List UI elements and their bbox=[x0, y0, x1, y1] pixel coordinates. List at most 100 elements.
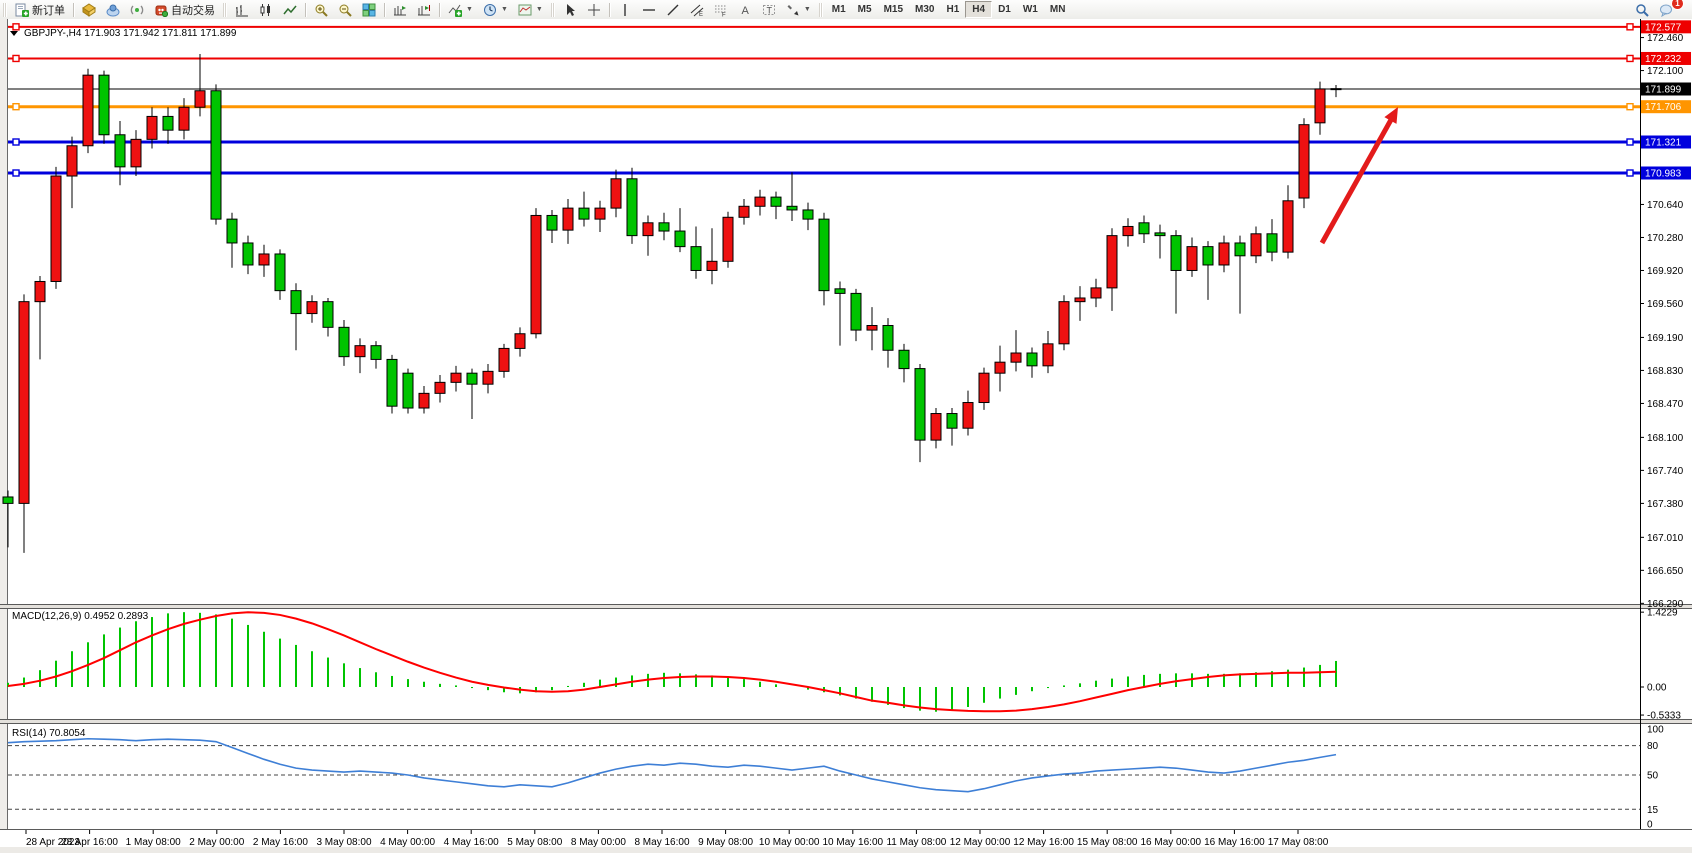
candle-21[interactable] bbox=[338, 319, 350, 366]
candle-58[interactable] bbox=[930, 408, 942, 449]
candle-61[interactable] bbox=[978, 367, 990, 410]
candle-72[interactable] bbox=[1154, 224, 1166, 259]
indicators-dropdown[interactable]: ▼ bbox=[443, 1, 478, 18]
candle-13[interactable] bbox=[210, 84, 222, 225]
candle-9[interactable] bbox=[146, 107, 158, 149]
vline-tool-button[interactable] bbox=[613, 1, 637, 18]
candle-71[interactable] bbox=[1138, 215, 1150, 243]
candle-51[interactable] bbox=[818, 212, 830, 306]
timeframe-button-h1[interactable]: H1 bbox=[946, 4, 960, 15]
candle-63[interactable] bbox=[1010, 330, 1022, 372]
line-chart-button[interactable] bbox=[278, 1, 302, 18]
hline-handle-left-172.577[interactable] bbox=[12, 23, 20, 31]
cursor-tool-button[interactable] bbox=[558, 1, 582, 18]
zoom-out-button[interactable] bbox=[333, 1, 357, 18]
candle-57[interactable] bbox=[914, 364, 926, 463]
candle-4[interactable] bbox=[66, 136, 78, 209]
chart-shift-button[interactable] bbox=[412, 1, 436, 18]
timeframe-button-h4[interactable]: H4 bbox=[965, 1, 993, 18]
candle-29[interactable] bbox=[466, 368, 478, 420]
candle-80[interactable] bbox=[1282, 185, 1294, 259]
autoscroll-button[interactable] bbox=[388, 1, 412, 18]
candle-5[interactable] bbox=[82, 68, 94, 154]
candle-78[interactable] bbox=[1250, 226, 1262, 264]
candle-31[interactable] bbox=[498, 343, 510, 378]
candle-27[interactable] bbox=[434, 375, 446, 403]
candle-19[interactable] bbox=[306, 295, 318, 323]
candle-48[interactable] bbox=[770, 191, 782, 220]
candle-81[interactable] bbox=[1298, 118, 1310, 209]
hline-handle-left-171.706[interactable] bbox=[12, 102, 20, 111]
candle-35[interactable] bbox=[562, 198, 574, 244]
candle-69[interactable] bbox=[1106, 228, 1118, 311]
candle-76[interactable] bbox=[1218, 235, 1230, 273]
timeframe-button-mn[interactable]: MN bbox=[1049, 4, 1066, 15]
candle-55[interactable] bbox=[882, 318, 894, 368]
price-macd-splitter[interactable] bbox=[0, 605, 1692, 608]
timeframe-button-m5[interactable]: M5 bbox=[857, 4, 872, 15]
candle-52[interactable] bbox=[834, 281, 846, 346]
candle-10[interactable] bbox=[162, 107, 174, 144]
candle-0[interactable] bbox=[2, 490, 14, 548]
candle-18[interactable] bbox=[290, 283, 302, 351]
text-tool-button[interactable]: A bbox=[733, 1, 757, 18]
hline-handle-right-172.232[interactable] bbox=[1626, 54, 1634, 63]
channel-tool-button[interactable]: E bbox=[685, 1, 709, 18]
candle-33[interactable] bbox=[530, 208, 542, 339]
candle-8[interactable] bbox=[130, 130, 142, 177]
candle-83[interactable] bbox=[1330, 85, 1342, 98]
autotrading-button[interactable]: 自动交易 bbox=[149, 1, 220, 18]
macd-rsi-splitter[interactable] bbox=[0, 720, 1692, 723]
candle-67[interactable] bbox=[1074, 286, 1086, 321]
candle-75[interactable] bbox=[1202, 241, 1214, 300]
chat-button[interactable]: 1 bbox=[1654, 0, 1684, 18]
candle-42[interactable] bbox=[674, 208, 686, 253]
hline-handle-right-171.706[interactable] bbox=[1626, 102, 1634, 111]
timeframe-button-m15[interactable]: M15 bbox=[883, 4, 904, 15]
candle-30[interactable] bbox=[482, 364, 494, 394]
candle-68[interactable] bbox=[1090, 278, 1102, 308]
candle-26[interactable] bbox=[418, 386, 430, 414]
tile-windows-button[interactable] bbox=[357, 1, 381, 18]
candle-24[interactable] bbox=[386, 354, 398, 414]
label-tool-button[interactable]: T bbox=[757, 1, 781, 18]
trendline-tool-button[interactable] bbox=[661, 1, 685, 18]
chart-area[interactable]: 172.460 172.100 170.640 170.280 169.920 169.5… bbox=[0, 19, 1692, 853]
candle-32[interactable] bbox=[514, 327, 526, 357]
candle-49[interactable] bbox=[786, 172, 798, 221]
signals-button[interactable] bbox=[125, 1, 149, 18]
candle-70[interactable] bbox=[1122, 218, 1134, 247]
periods-dropdown[interactable]: ▼ bbox=[478, 1, 513, 18]
candle-2[interactable] bbox=[34, 275, 46, 360]
candle-54[interactable] bbox=[866, 307, 878, 351]
candles-chart-button[interactable] bbox=[254, 1, 278, 18]
crosshair-tool-button[interactable] bbox=[582, 1, 606, 18]
candle-22[interactable] bbox=[354, 338, 366, 374]
candle-53[interactable] bbox=[850, 288, 862, 342]
candle-12[interactable] bbox=[194, 54, 206, 117]
hline-handle-right-170.983[interactable] bbox=[1626, 169, 1634, 177]
candle-38[interactable] bbox=[610, 169, 622, 218]
candle-79[interactable] bbox=[1266, 219, 1278, 262]
hline-handle-left-171.321[interactable] bbox=[12, 138, 20, 146]
candle-20[interactable] bbox=[322, 297, 334, 337]
fibonacci-tool-button[interactable]: F bbox=[709, 1, 733, 18]
hline-handle-left-170.983[interactable] bbox=[12, 169, 20, 177]
timeframe-button-m30[interactable]: M30 bbox=[915, 4, 935, 15]
candle-36[interactable] bbox=[578, 191, 590, 227]
candle-41[interactable] bbox=[658, 212, 670, 241]
candle-6[interactable] bbox=[98, 70, 110, 144]
hline-handle-left-172.232[interactable] bbox=[12, 54, 20, 63]
candle-37[interactable] bbox=[594, 200, 606, 232]
new-order-button[interactable]: 新订单 bbox=[10, 1, 70, 18]
candle-56[interactable] bbox=[898, 343, 910, 383]
candle-25[interactable] bbox=[402, 368, 414, 414]
candle-59[interactable] bbox=[946, 408, 958, 446]
candle-74[interactable] bbox=[1186, 237, 1198, 277]
candle-47[interactable] bbox=[754, 189, 766, 216]
candle-28[interactable] bbox=[450, 365, 462, 392]
timeframe-button-w1[interactable]: W1 bbox=[1022, 4, 1038, 15]
candle-82[interactable] bbox=[1314, 81, 1326, 135]
hline-tool-button[interactable] bbox=[637, 1, 661, 18]
candle-50[interactable] bbox=[802, 202, 814, 231]
